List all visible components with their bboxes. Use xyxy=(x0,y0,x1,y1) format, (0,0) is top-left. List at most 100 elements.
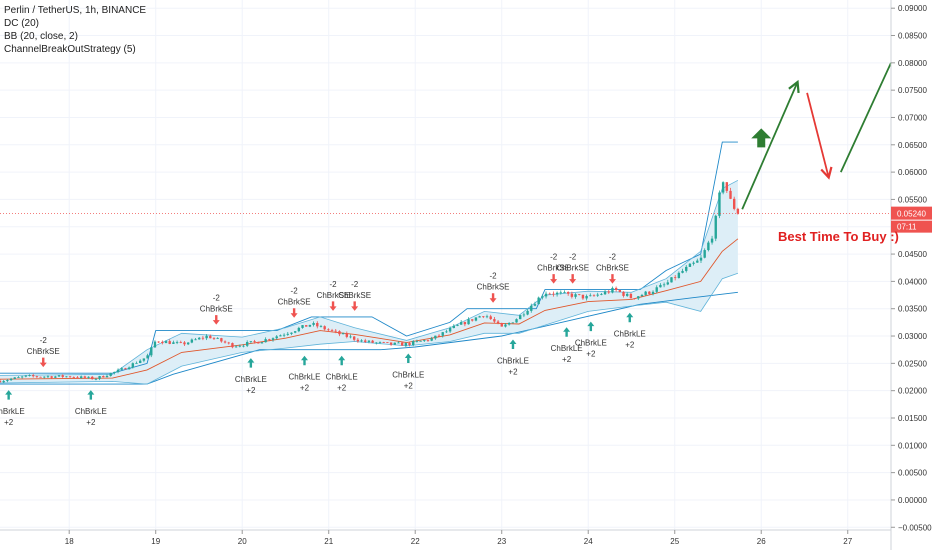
long-entry-arrow-icon xyxy=(5,390,13,400)
candle-body xyxy=(637,296,640,299)
candle-body xyxy=(423,340,426,341)
candle-body xyxy=(592,295,596,297)
indicator-strategy[interactable]: ChannelBreakOutStrategy (5) xyxy=(4,44,136,55)
candle-body xyxy=(216,338,219,339)
signal-qty: -2 xyxy=(40,336,48,345)
candle-body xyxy=(286,333,289,335)
signal-long[interactable]: ChBrkLE +2 xyxy=(392,353,424,391)
candle-body xyxy=(234,346,238,348)
signal-short[interactable]: ChBrkSE -2 xyxy=(556,253,589,284)
signal-long[interactable]: ChBrkLE +2 xyxy=(288,355,321,393)
candle-body xyxy=(389,342,393,345)
zigzag-up-line[interactable] xyxy=(741,81,799,210)
candle-body xyxy=(548,293,551,295)
candle-body xyxy=(618,290,622,292)
signal-label: ChBrkLE xyxy=(497,356,529,365)
countdown-tag xyxy=(891,220,932,233)
candle-body xyxy=(662,284,666,286)
candle-body xyxy=(673,277,677,279)
candle-body xyxy=(68,376,72,378)
signal-short[interactable]: ChBrkSE -2 xyxy=(537,253,570,284)
candle-body xyxy=(120,368,123,370)
signal-qty: +2 xyxy=(4,418,14,427)
candle-body xyxy=(578,294,581,296)
candle-body xyxy=(161,341,164,344)
time-axis[interactable]: 18 19 20 21 22 23 24 25 26 27 xyxy=(65,530,853,546)
candle-body xyxy=(271,338,275,340)
signal-long[interactable]: ChBrkLE +2 xyxy=(551,327,583,364)
signal-short[interactable]: ChBrkSE -2 xyxy=(317,280,350,311)
user-drawings[interactable] xyxy=(741,62,892,210)
candle-body xyxy=(364,340,367,342)
candle-body xyxy=(445,331,448,333)
candle-body xyxy=(585,296,588,299)
bb-basis-line xyxy=(0,238,739,380)
short-entry-arrow-icon xyxy=(290,308,298,318)
candle-body xyxy=(257,341,260,344)
price-axis[interactable]: 0.09000 0.08500 0.08000 0.07500 0.07000 0.065… xyxy=(891,4,932,532)
signal-long[interactable]: ChBrkLE +2 xyxy=(326,355,358,393)
candle-body xyxy=(430,338,433,341)
zigzag-down-line[interactable] xyxy=(806,92,830,178)
candle-body xyxy=(367,340,371,342)
signal-short[interactable]: ChBrkSE -2 xyxy=(278,287,311,318)
indicator-dc[interactable]: DC (20) xyxy=(4,18,40,29)
signal-short[interactable]: ChBrkSE -2 xyxy=(477,272,510,303)
signal-short[interactable]: ChBrkSE -2 xyxy=(596,253,629,284)
candle-body xyxy=(175,342,179,343)
candle-body xyxy=(352,336,356,340)
candle-body xyxy=(186,342,190,345)
big-up-arrow-icon[interactable] xyxy=(751,128,772,148)
candle-body xyxy=(79,376,83,378)
candle-body xyxy=(552,293,555,295)
signal-long[interactable]: ChBrkLE +2 xyxy=(0,390,25,427)
candle-body xyxy=(489,316,492,320)
candle-body xyxy=(633,298,636,300)
signal-long[interactable]: ChBrkLE +2 xyxy=(75,390,107,427)
indicator-bb[interactable]: BB (20, close, 2) xyxy=(4,31,78,42)
candle-body xyxy=(168,341,171,344)
candle-body xyxy=(43,376,46,378)
signal-short[interactable]: ChBrkSE -2 xyxy=(338,280,371,311)
signal-long[interactable]: ChBrkLE +2 xyxy=(497,339,529,376)
signal-label: ChBrkLE xyxy=(614,330,646,339)
candle-body xyxy=(378,342,382,343)
candle-body xyxy=(530,305,533,311)
candle-body xyxy=(116,369,120,372)
candle-body xyxy=(198,337,201,340)
candle-body xyxy=(153,341,157,348)
signal-short[interactable]: ChBrkSE -2 xyxy=(27,336,60,368)
candle-body xyxy=(478,316,481,318)
short-entry-arrow-icon xyxy=(329,301,337,311)
candle-body xyxy=(323,326,326,330)
candle-body xyxy=(648,291,651,294)
candle-body xyxy=(519,315,522,320)
candle-body xyxy=(467,319,470,325)
symbol-title[interactable]: Perlin / TetherUS, 1h, BINANCE xyxy=(4,5,147,16)
y-tick-label: 0.00000 xyxy=(898,496,927,505)
candle-body xyxy=(463,322,467,325)
signal-label: ChBrkLE xyxy=(0,407,25,416)
candle-body xyxy=(293,331,297,333)
y-tick-label: 0.06000 xyxy=(898,168,927,177)
signal-long[interactable]: ChBrkLE +2 xyxy=(575,321,607,359)
candle-body xyxy=(659,284,662,288)
candle-body xyxy=(725,182,729,191)
candle-body xyxy=(142,358,146,361)
candle-body xyxy=(212,338,216,340)
signal-long[interactable]: ChBrkLE +2 xyxy=(614,312,646,350)
short-entry-arrow-icon xyxy=(351,301,359,311)
y-tick-label: 0.09000 xyxy=(898,4,927,13)
zigzag-up-line-2[interactable] xyxy=(840,62,892,173)
candle-body xyxy=(718,192,721,216)
signal-label: ChBrkLE xyxy=(326,373,358,382)
signal-label: ChBrkSE xyxy=(317,291,350,300)
candle-body xyxy=(437,335,441,337)
signal-label: ChBrkSE xyxy=(200,305,233,314)
y-tick-label: 0.01500 xyxy=(898,414,927,423)
candle-body xyxy=(607,291,610,293)
signal-long[interactable]: ChBrkLE +2 xyxy=(235,358,267,395)
long-entry-arrow-icon xyxy=(509,339,517,349)
signal-short[interactable]: ChBrkSE -2 xyxy=(200,294,233,325)
